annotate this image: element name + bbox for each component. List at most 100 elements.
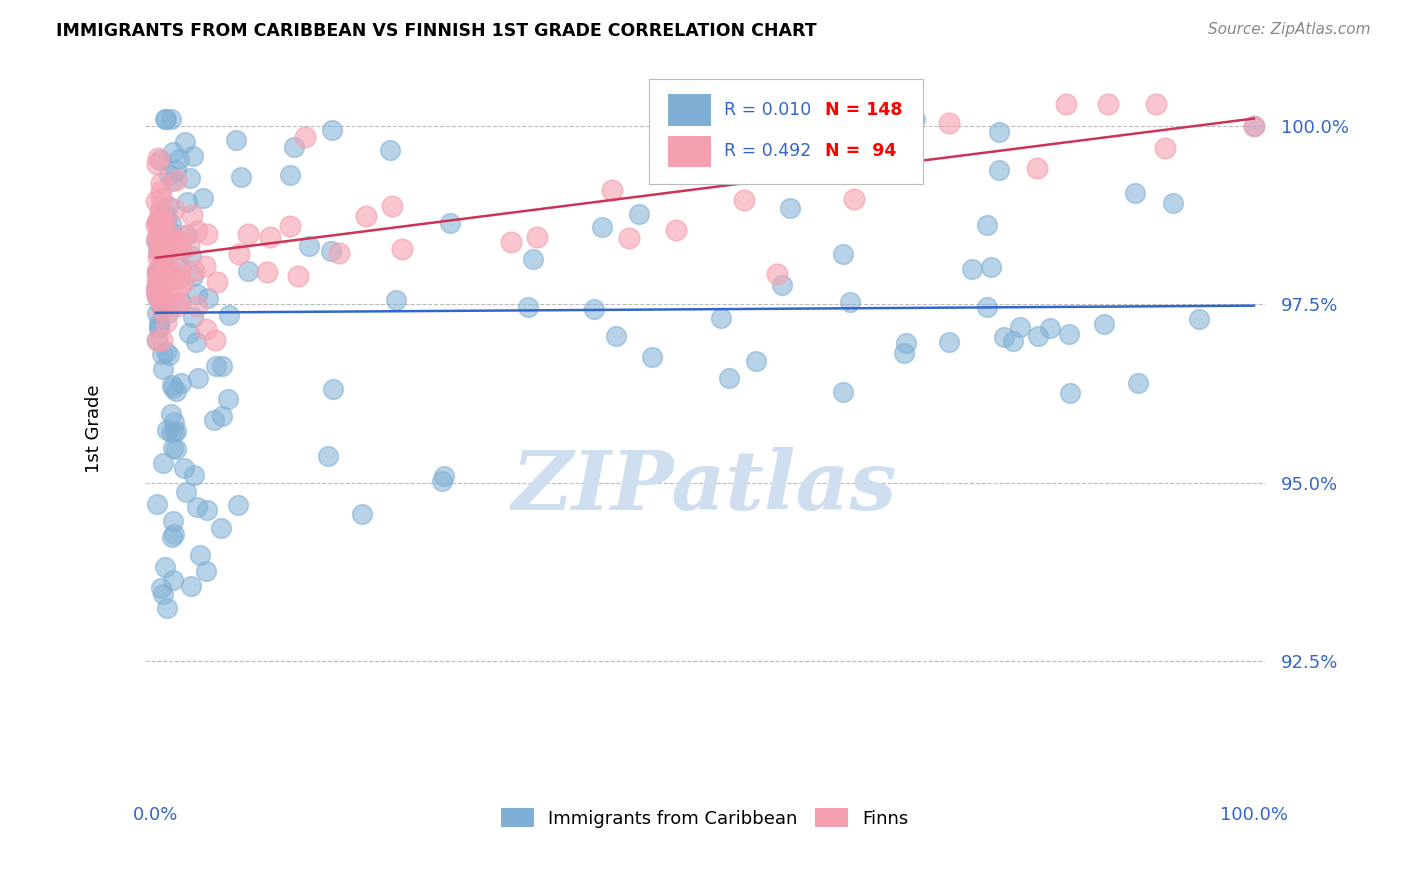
Point [207, 275, 229, 289]
Point [187, 371, 209, 385]
Point [160, 225, 183, 239]
Point [710, 311, 733, 326]
Point [157, 235, 180, 250]
Point [499, 235, 522, 249]
Point [350, 507, 373, 521]
Point [162, 145, 184, 160]
Point [591, 220, 613, 235]
Point [153, 215, 176, 229]
Point [278, 168, 301, 182]
Point [181, 149, 204, 163]
Point [179, 171, 201, 186]
Point [202, 413, 225, 427]
Point [148, 321, 170, 335]
Point [145, 233, 167, 247]
Point [146, 497, 169, 511]
Point [186, 224, 208, 238]
Point [194, 259, 217, 273]
Point [1054, 97, 1077, 112]
Point [153, 112, 176, 126]
Point [155, 315, 177, 329]
Point [146, 250, 169, 264]
Point [146, 264, 169, 278]
Point [149, 581, 172, 595]
Point [167, 271, 190, 285]
Point [980, 260, 1002, 274]
Point [832, 385, 855, 400]
Point [152, 457, 174, 471]
Point [1128, 376, 1150, 390]
Point [150, 177, 173, 191]
Point [976, 218, 998, 232]
Point [779, 201, 801, 215]
Point [152, 235, 174, 249]
Point [283, 139, 305, 153]
Point [328, 246, 350, 260]
FancyBboxPatch shape [650, 79, 924, 184]
Point [832, 247, 855, 261]
Point [938, 116, 960, 130]
Point [145, 194, 167, 208]
Point [294, 129, 316, 144]
Point [150, 244, 173, 258]
FancyBboxPatch shape [668, 94, 710, 126]
Point [146, 287, 169, 301]
Point [148, 276, 170, 290]
Point [146, 215, 169, 229]
Point [155, 208, 177, 222]
Point [148, 271, 170, 285]
Point [195, 503, 218, 517]
Point [1243, 119, 1265, 133]
Point [145, 280, 167, 294]
Point [148, 266, 170, 280]
Point [145, 218, 167, 232]
Point [522, 252, 544, 266]
Point [169, 376, 191, 391]
Point [145, 333, 167, 347]
Point [844, 192, 866, 206]
Point [838, 294, 860, 309]
Point [627, 207, 650, 221]
Point [157, 288, 180, 302]
Point [148, 319, 170, 334]
Point [159, 264, 181, 278]
Point [617, 231, 640, 245]
Point [665, 222, 688, 236]
Point [150, 248, 173, 262]
Point [700, 122, 723, 136]
Point [157, 348, 180, 362]
Point [152, 362, 174, 376]
Point [165, 384, 187, 398]
Point [1026, 328, 1049, 343]
Point [169, 234, 191, 248]
Point [157, 245, 180, 260]
Point [960, 262, 983, 277]
Point [157, 306, 180, 320]
Point [165, 173, 187, 187]
Point [322, 382, 344, 396]
Point [228, 247, 250, 261]
Point [162, 174, 184, 188]
Point [1025, 161, 1047, 175]
Point [181, 310, 204, 325]
Point [148, 261, 170, 276]
Point [226, 499, 249, 513]
Point [155, 112, 177, 126]
Point [150, 184, 173, 198]
Point [146, 306, 169, 320]
Point [165, 162, 187, 177]
Point [170, 295, 193, 310]
Point [894, 335, 917, 350]
Point [391, 242, 413, 256]
Point [169, 152, 191, 166]
Point [321, 244, 343, 259]
Point [181, 268, 204, 283]
Point [766, 267, 789, 281]
Point [231, 170, 253, 185]
Point [169, 242, 191, 256]
Point [976, 300, 998, 314]
Point [145, 284, 167, 298]
Point [181, 208, 204, 222]
Point [600, 183, 623, 197]
FancyBboxPatch shape [668, 136, 710, 168]
